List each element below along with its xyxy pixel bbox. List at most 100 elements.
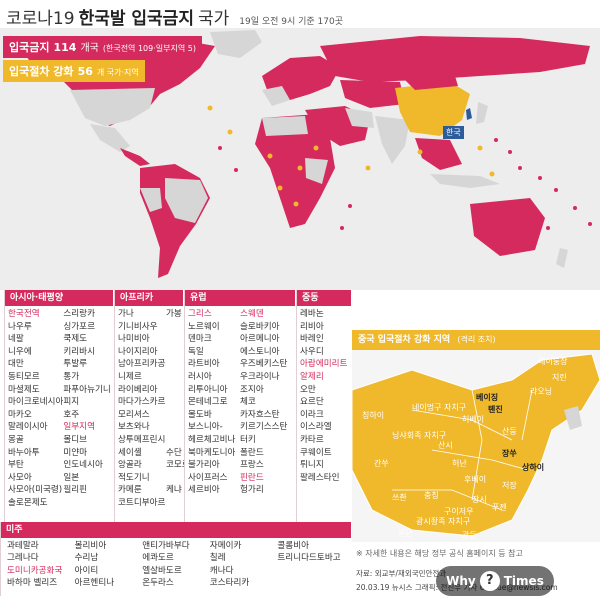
country-item: 일부지역 xyxy=(63,422,95,433)
country-item xyxy=(166,434,186,447)
country-item xyxy=(166,346,186,359)
africa-col2: 가봉수단코모로케냐 xyxy=(166,308,186,510)
country-item: 코트디부아르 xyxy=(118,497,166,508)
country-item: 가나 xyxy=(118,309,134,319)
country-item xyxy=(277,577,345,589)
title-part2: 한국발 입국금지 xyxy=(78,9,194,29)
asia-col2: 스리랑카 싱가포르 쿡제도 키리바시 투발루 통가 파푸아뉴기니 피지 호주 일부지역 몰디브 미얀마… xyxy=(63,308,110,510)
legend-ban-unit: 개국 xyxy=(80,43,99,54)
country-item: 코모로 xyxy=(166,460,186,471)
country-item: 슬로바키아 xyxy=(240,321,280,332)
country-item: 피지 xyxy=(63,397,80,408)
country-item: 동티모르 xyxy=(8,371,40,382)
china-province-shape xyxy=(352,353,600,537)
country-item: 우즈베키스탄 xyxy=(240,359,288,370)
province-label: 구이저우 xyxy=(444,507,474,516)
legend-restrict-count: 56 xyxy=(77,65,93,78)
americas-row: 그레나다 수리남 에콰도르 칠레 트리니다드토바고 xyxy=(7,552,345,564)
country-item: 과테말라 xyxy=(7,541,39,551)
province-label: 베이징 xyxy=(476,393,499,402)
legend-ban-note: (한국전역 109·일부지역 5) xyxy=(102,44,196,53)
panel-mideast-heading: 중동 xyxy=(297,290,351,306)
country-item: 상투메프린시페 xyxy=(118,434,166,445)
footer-source: 자료: 외교부/재외국민안전과 xyxy=(356,569,447,578)
region-india xyxy=(375,116,410,164)
country-item: 아르헨티나 xyxy=(74,578,115,589)
legend-ban-label: 입국금지 xyxy=(9,41,50,54)
country-item: 기니비사우 xyxy=(118,321,158,332)
country-item: 핀란드 xyxy=(240,472,264,483)
panel-africa: 아프리카 가나기니비사우나미비아나이지리아남아프리카공화국니제르라이베리아마다가… xyxy=(114,290,186,523)
country-item: 알제리 xyxy=(300,371,324,382)
country-item: 카메룬 xyxy=(118,485,142,496)
europe-col2: 스웨덴 슬로바키아 아르메니아 에스토니아 우즈베키스탄 우크라이나 조지아 체코 카자흐스탄 키… xyxy=(240,308,292,497)
province-label: 윈난 xyxy=(398,529,413,538)
country-item: 리투아니아 xyxy=(188,384,228,395)
country-item: 보스니아- xyxy=(188,422,223,433)
country-item: 러시아 xyxy=(188,371,212,382)
country-item: 남아프리카공화국 xyxy=(118,359,166,370)
restrict-dots xyxy=(207,105,495,207)
country-item: 수단 xyxy=(166,447,182,458)
panel-mideast: 중동 레바논 리비아 바레인 사우디 아랍에미리트 알제리 오만 요르단 이라크 이스라엘 카타르 쿠… xyxy=(296,290,351,523)
region-greenland xyxy=(210,30,262,58)
country-item: 필리핀 xyxy=(63,485,88,496)
country-item: 모리셔스 xyxy=(118,409,150,420)
country-item xyxy=(166,396,186,409)
footer-note: ※ 자세한 내용은 해당 정부 공식 홈페이지 등 참고 xyxy=(356,549,523,558)
mideast-col1: 레바논 리비아 바레인 사우디 아랍에미리트 알제리 오만 요르단 이라크 이스라엘 카타르 쿠웨이트… xyxy=(300,308,348,484)
korea-peninsula xyxy=(564,406,582,430)
region-mongolia xyxy=(405,76,458,90)
china-inset: 중국 입국절차 강화 지역 (격리 조치) 헤이룽장 지린 랴오닝 네이멍구 자치구 베… xyxy=(352,330,600,542)
country-item: 가봉 xyxy=(166,309,182,319)
province-borders xyxy=(392,389,533,511)
legend-restrict: 입국절차 강화 56 개 국가·지역 xyxy=(3,60,145,82)
asia-col1: 한국전역 나우루 네팔 니우에 대만 동티모르 마셜제도 마이크로네시아 마카오 말레이시아 몽골 바… xyxy=(8,308,63,510)
region-southeast-asia xyxy=(415,138,462,170)
country-item: 조지아 xyxy=(240,384,264,395)
province-label: 광둥 xyxy=(462,531,477,540)
region-korea xyxy=(466,108,472,120)
inset-heading: 중국 입국절차 강화 지역 (격리 조치) xyxy=(352,330,600,350)
country-item: 나미비아 xyxy=(118,334,150,345)
country-item: 부탄 xyxy=(8,460,24,471)
country-item: 몬테네그로 xyxy=(188,397,228,408)
country-item: 케냐 xyxy=(166,485,182,496)
panel-asia: 아시아·태평양 한국전역 나우루 네팔 니우에 대만 동티모르 마셜제도 마이크로네시아 마카오… xyxy=(4,290,113,523)
province-label: 네이멍구 자치구 xyxy=(412,403,467,412)
country-item: 사모아 xyxy=(8,472,32,483)
country-item: 마셜제도 xyxy=(8,384,40,395)
region-new-zealand xyxy=(556,248,568,268)
country-item: 세르비아 xyxy=(188,485,220,496)
country-item: 나우루 xyxy=(8,321,32,332)
legend-restrict-label: 입국절차 강화 xyxy=(9,65,74,78)
country-item: 바하마 벨리즈 xyxy=(7,578,58,589)
region-central-america xyxy=(120,148,150,166)
country-item: 온두라스 xyxy=(142,578,174,589)
china-inset-map xyxy=(352,350,600,542)
province-label: 상하이 xyxy=(522,463,545,472)
country-item: 보츠와나 xyxy=(118,422,150,433)
island-dots xyxy=(218,138,592,230)
watermark-right: Times xyxy=(503,574,544,588)
country-item: 카타르 xyxy=(300,434,324,445)
country-item: 마카오 xyxy=(8,409,32,420)
country-item: 그레나다 xyxy=(7,553,39,564)
country-item: 헤르체고비나 xyxy=(188,434,236,445)
province-label: 랴오닝 xyxy=(530,387,553,396)
page-title: 코로나19 한국발 입국금지 국가 19일 오전 9시 기준 170곳 xyxy=(6,4,343,29)
province-label: 저장 xyxy=(502,481,517,490)
country-item: 라이베리아 xyxy=(118,384,158,395)
region-australia xyxy=(470,198,545,256)
province-label: 헤이룽장 xyxy=(538,357,568,366)
inset-heading-note: (격리 조치) xyxy=(457,335,496,344)
africa-col1: 가나기니비사우나미비아나이지리아남아프리카공화국니제르라이베리아마다가스카르모리… xyxy=(118,308,166,510)
province-label: 충칭 xyxy=(424,491,439,500)
country-item xyxy=(277,565,345,577)
panel-europe-heading: 유럽 xyxy=(185,290,295,306)
country-item xyxy=(166,321,186,334)
country-item: 에스토니아 xyxy=(240,346,280,357)
province-label: 장시 xyxy=(472,495,487,504)
country-item: 스리랑카 xyxy=(63,309,95,319)
country-item: 솔로몬제도 xyxy=(8,497,48,508)
